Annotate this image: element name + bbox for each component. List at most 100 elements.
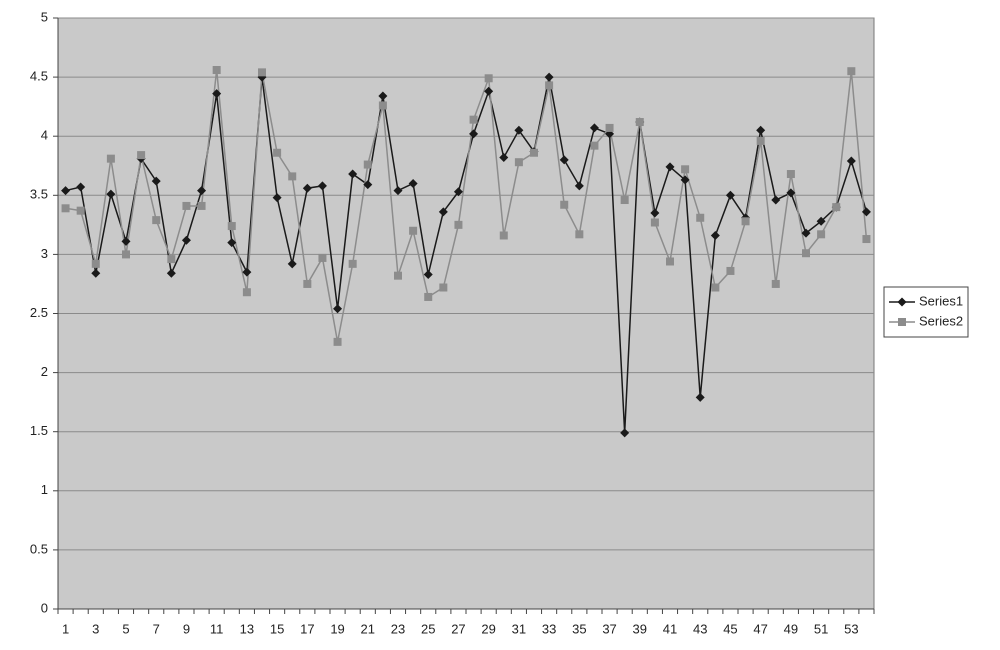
- marker: [771, 279, 780, 288]
- marker: [620, 196, 629, 205]
- marker: [363, 180, 373, 190]
- x-tick-label: 19: [330, 621, 344, 636]
- marker: [786, 188, 796, 198]
- marker: [121, 236, 131, 246]
- legend-label: Series2: [919, 313, 963, 328]
- marker: [817, 230, 826, 239]
- y-tick-label: 2.5: [30, 305, 48, 320]
- marker: [650, 208, 660, 218]
- x-tick-label: 5: [122, 621, 129, 636]
- marker: [801, 228, 811, 238]
- marker: [680, 175, 690, 185]
- marker: [151, 176, 161, 186]
- x-tick-label: 43: [693, 621, 707, 636]
- marker: [348, 259, 357, 268]
- marker: [802, 249, 810, 258]
- marker: [897, 297, 907, 307]
- marker: [333, 337, 342, 346]
- marker: [424, 292, 433, 301]
- marker: [408, 178, 418, 188]
- x-tick-label: 3: [92, 621, 99, 636]
- y-tick-label: 0: [41, 600, 48, 615]
- marker: [741, 217, 750, 226]
- marker: [273, 148, 282, 157]
- marker: [620, 428, 630, 438]
- marker: [469, 129, 479, 139]
- marker: [453, 187, 463, 197]
- marker: [590, 141, 599, 150]
- marker: [484, 74, 493, 83]
- marker: [862, 235, 871, 244]
- x-tick-label: 51: [814, 621, 828, 636]
- marker: [605, 123, 614, 132]
- x-tick-label: 41: [663, 621, 677, 636]
- marker: [681, 165, 690, 174]
- marker: [394, 271, 402, 280]
- marker: [166, 268, 176, 278]
- marker: [212, 89, 222, 99]
- marker: [302, 183, 312, 193]
- marker: [76, 182, 86, 192]
- marker: [545, 81, 554, 90]
- marker: [756, 136, 765, 145]
- x-tick-label: 53: [844, 621, 858, 636]
- marker: [212, 66, 221, 75]
- marker: [197, 186, 207, 196]
- marker: [272, 193, 282, 203]
- marker: [514, 158, 523, 167]
- marker: [665, 162, 675, 172]
- y-tick-label: 4.5: [30, 69, 48, 84]
- series-line: [65, 76, 868, 433]
- x-tick-label: 21: [361, 621, 375, 636]
- x-tick-label: 35: [572, 621, 586, 636]
- marker: [363, 160, 372, 169]
- marker: [227, 222, 236, 231]
- marker: [559, 155, 569, 165]
- marker: [378, 101, 387, 110]
- marker: [666, 257, 674, 266]
- marker: [574, 181, 584, 191]
- marker: [378, 91, 388, 101]
- marker: [106, 189, 116, 199]
- marker: [76, 206, 85, 215]
- y-tick-label: 3: [41, 246, 48, 261]
- marker: [61, 204, 70, 213]
- marker: [726, 266, 735, 275]
- marker: [861, 207, 871, 217]
- marker: [544, 72, 554, 82]
- legend-box: [883, 286, 969, 338]
- marker: [317, 181, 327, 191]
- marker: [530, 148, 538, 157]
- marker: [242, 288, 251, 297]
- x-tick-label: 11: [210, 621, 224, 636]
- marker: [181, 235, 191, 245]
- x-tick-label: 13: [240, 621, 254, 636]
- marker: [514, 125, 524, 135]
- marker: [499, 231, 508, 240]
- marker: [152, 216, 161, 225]
- y-tick-label: 1.5: [30, 423, 48, 438]
- marker: [832, 203, 841, 212]
- marker: [499, 152, 509, 162]
- marker: [242, 267, 252, 277]
- marker: [303, 279, 312, 288]
- marker: [137, 151, 146, 160]
- marker: [167, 255, 176, 264]
- marker: [106, 154, 115, 163]
- marker: [710, 230, 720, 240]
- legend: Series1 Series2: [883, 286, 969, 338]
- marker: [589, 123, 599, 133]
- marker: [847, 67, 856, 76]
- marker: [469, 115, 478, 124]
- x-tick-label: 31: [512, 621, 526, 636]
- x-tick-label: 17: [300, 621, 314, 636]
- marker: [756, 125, 766, 135]
- y-tick-label: 5: [41, 9, 48, 24]
- marker: [423, 269, 433, 279]
- marker: [393, 186, 403, 196]
- marker: [816, 216, 826, 226]
- marker: [197, 201, 206, 210]
- marker: [287, 259, 297, 269]
- marker: [650, 218, 659, 227]
